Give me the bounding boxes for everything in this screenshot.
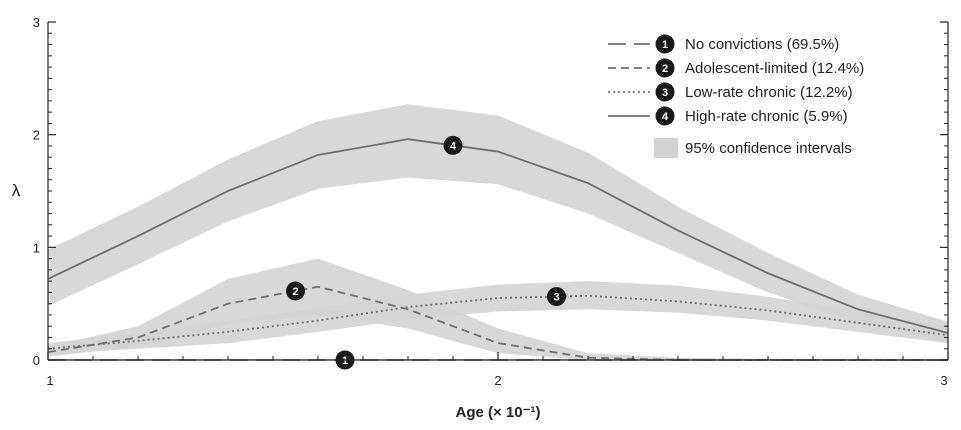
legend-marker-label-1: 1 xyxy=(662,39,668,51)
legend-label-4: High-rate chronic (5.9%) xyxy=(685,108,848,125)
legend-label-3: Low-rate chronic (12.2%) xyxy=(685,84,853,101)
series-marker-3 xyxy=(547,287,566,307)
legend-marker-3 xyxy=(655,82,675,102)
legend-marker-label-2: 2 xyxy=(662,63,668,75)
series-marker-label-3: 3 xyxy=(553,292,559,304)
series-marker-label-1: 1 xyxy=(342,355,348,367)
legend: 1 No convictions (69.5%) 2 Adolescent-limit… xyxy=(608,34,864,158)
legend-marker-4 xyxy=(655,106,675,126)
x-tick-label: 2 xyxy=(494,373,501,388)
y-tick-label: 1 xyxy=(33,240,40,255)
x-tick-label: 3 xyxy=(940,373,947,388)
series-line-4 xyxy=(47,138,949,334)
ci-band-series-2 xyxy=(48,258,948,360)
x-axis-title: Age (× 10⁻¹) xyxy=(455,404,540,421)
legend-ci-swatch xyxy=(654,138,678,158)
series-line-3 xyxy=(47,294,949,350)
series-marker-2 xyxy=(286,281,305,301)
ci-band-series-3 xyxy=(48,281,948,355)
legend-label-1: No convictions (69.5%) xyxy=(685,36,839,53)
y-axis-title: λ xyxy=(12,181,21,200)
legend-marker-label-3: 3 xyxy=(662,87,668,99)
y-tick-label: 3 xyxy=(33,15,40,30)
ci-band-series-4 xyxy=(48,104,948,344)
series-marker-label-4: 4 xyxy=(450,140,457,152)
legend-marker-2 xyxy=(655,58,675,78)
legend-label-2: Adolescent-limited (12.4%) xyxy=(685,60,864,77)
x-tick-label: 1 xyxy=(46,373,53,388)
y-tick-label: 2 xyxy=(33,128,40,143)
legend-marker-1 xyxy=(655,34,675,54)
series-marker-label-2: 2 xyxy=(292,286,298,298)
legend-marker-label-4: 4 xyxy=(662,111,669,123)
series-marker-4 xyxy=(443,135,463,155)
y-tick-label: 0 xyxy=(33,353,40,368)
legend-ci-label: 95% confidence intervals xyxy=(685,140,852,157)
